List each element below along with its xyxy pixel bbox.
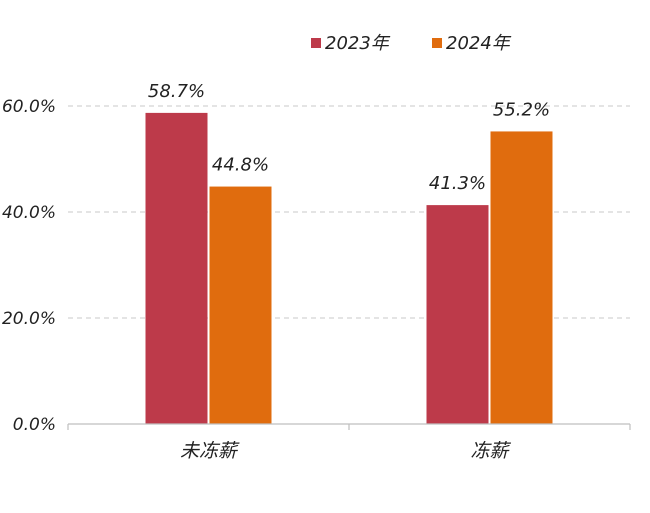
legend: 2023年 2024年 <box>311 33 512 54</box>
legend-swatch <box>432 38 442 48</box>
x-category-label: 冻薪 <box>470 440 511 462</box>
data-labels: 58.7% 44.8% 41.3% 55.2% <box>148 81 550 194</box>
y-tick-label: 20.0% <box>2 309 56 329</box>
data-label: 55.2% <box>493 99 550 120</box>
legend-label: 2023年 <box>325 33 391 54</box>
y-tick-label: 60.0% <box>2 97 56 117</box>
legend-swatch <box>311 38 321 48</box>
x-category-label: 未冻薪 <box>180 440 240 462</box>
bars <box>145 112 553 424</box>
bar <box>209 186 272 424</box>
data-label: 58.7% <box>148 81 205 102</box>
data-label: 44.8% <box>212 155 269 176</box>
data-label: 41.3% <box>429 173 486 194</box>
y-axis-ticks: 0.0% 20.0% 40.0% 60.0% <box>2 97 56 435</box>
bar <box>145 112 208 424</box>
x-axis: 未冻薪 冻薪 <box>67 423 631 462</box>
bar <box>490 131 553 424</box>
y-tick-label: 0.0% <box>13 415 56 435</box>
y-tick-label: 40.0% <box>2 203 56 223</box>
bar <box>426 205 489 424</box>
legend-label: 2024年 <box>446 33 512 54</box>
